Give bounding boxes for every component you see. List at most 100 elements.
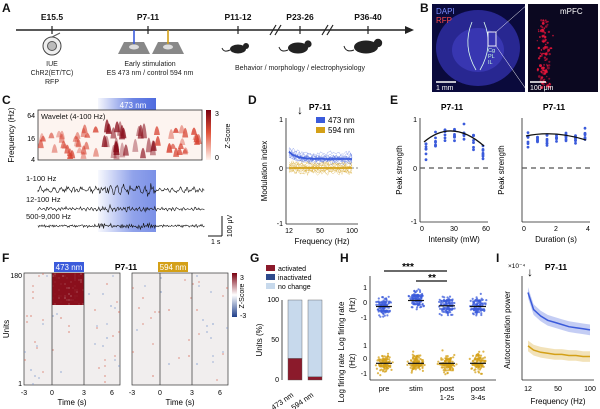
peak-ylabel: Peak strength — [395, 145, 404, 194]
autocorr-arrow-icon: ↓ — [527, 265, 533, 279]
mouse-icon — [343, 38, 383, 54]
peak-right-point — [574, 141, 577, 145]
raster-cell — [76, 295, 78, 297]
raster-cell — [36, 345, 38, 347]
raster-cell — [68, 293, 70, 295]
raster-cell — [202, 319, 204, 321]
raster-cell — [60, 281, 62, 283]
raster-cell — [30, 315, 32, 317]
rfp-cell — [540, 66, 544, 70]
panel-letter-g: G — [250, 251, 259, 265]
peak-left-xlabel: Intensity (mW) — [428, 235, 480, 244]
raster-cell — [58, 295, 60, 297]
raster-cell — [52, 299, 54, 301]
rfp-cell — [544, 59, 547, 61]
firing-point — [417, 356, 420, 359]
firing-point — [386, 364, 389, 367]
raster-cell — [94, 343, 96, 345]
firing-point — [448, 367, 452, 370]
raster-cell — [138, 307, 140, 309]
raster-cell — [114, 307, 116, 309]
raster-cell — [82, 297, 84, 299]
raster-cell — [58, 297, 60, 299]
peak-left-point — [453, 139, 456, 143]
raster-cell — [74, 281, 76, 283]
firing-point — [475, 310, 479, 313]
firing-point — [438, 298, 441, 301]
raster-cell — [58, 287, 60, 289]
firing-point — [415, 289, 418, 292]
raster-cell — [66, 277, 68, 279]
raster-cell — [110, 305, 112, 307]
raster-cell — [66, 281, 68, 283]
raster-cell — [52, 291, 54, 293]
raster-cell — [76, 281, 78, 283]
stage-p23-label: P23-26 — [286, 12, 314, 22]
firing-point — [471, 312, 475, 315]
wavelet-blob — [150, 140, 157, 151]
raster-cells — [24, 273, 228, 385]
firing-point — [406, 360, 409, 363]
rfp-cell — [542, 29, 545, 31]
firing-point — [437, 360, 440, 363]
raster-cell — [82, 277, 84, 279]
wavelet-ytick-4: 4 — [31, 157, 35, 164]
raster-cell — [54, 291, 56, 293]
wavelet-blob — [192, 134, 199, 140]
raster-cell — [64, 285, 66, 287]
raster-cell — [216, 379, 218, 381]
raster-cell — [56, 297, 58, 299]
scale-voltage-label: 100 μV — [227, 215, 234, 238]
raster-cell — [72, 287, 74, 289]
firing-point — [385, 310, 389, 313]
rfp-cell — [537, 57, 541, 60]
raster-cell — [54, 275, 56, 277]
firing-point — [451, 360, 454, 363]
raster-cell — [54, 285, 56, 287]
raster-cell — [56, 283, 58, 285]
raster-cell — [66, 299, 68, 301]
raster-cell — [68, 279, 70, 281]
early-stim-label: Early stimulation — [124, 61, 175, 68]
raster-cell — [70, 299, 72, 301]
embryo-icon — [42, 32, 62, 56]
raster-cell — [62, 295, 64, 297]
panel-letter-d: D — [248, 93, 257, 107]
rfp-label: RFP — [45, 79, 59, 86]
firing-point — [421, 366, 424, 370]
firing-point — [441, 301, 444, 304]
es-label: ES 473 nm / control 594 nm — [107, 70, 194, 77]
raster-cell — [66, 287, 68, 289]
firing-point — [376, 359, 379, 362]
peak-left-point — [434, 144, 437, 148]
raster-cell — [70, 281, 72, 283]
firing-point — [386, 314, 389, 317]
raster-cell — [70, 285, 72, 287]
rfp-cell — [547, 51, 549, 53]
firing-point — [386, 355, 389, 358]
firing-point — [451, 307, 454, 310]
raster-cell — [96, 327, 98, 329]
raster-cell — [62, 285, 64, 287]
raster-cell — [62, 277, 64, 279]
peak-left-point — [472, 145, 475, 149]
rfp-cell — [540, 19, 543, 22]
autocorr-line-473nm — [527, 292, 591, 331]
raster-cell — [98, 367, 100, 369]
raster-cell — [118, 331, 120, 333]
raster-cell — [52, 277, 54, 279]
firing-point — [387, 361, 390, 364]
firing-point — [382, 315, 385, 318]
scale-1mm-label: 1 mm — [436, 85, 454, 92]
wavelet-heatmap — [37, 119, 202, 160]
firing-point — [418, 303, 421, 306]
raster-cell — [74, 283, 76, 285]
mod-ylabel: Modulation index — [260, 141, 269, 201]
mod-arrow-icon: ↓ — [297, 103, 303, 117]
firing-point — [416, 363, 419, 366]
raster-cell — [72, 293, 74, 295]
raster-cell — [56, 299, 58, 301]
trace-label-500-9000: 500-9,000 Hz — [26, 212, 71, 221]
firing-point — [449, 358, 452, 361]
raster-cell — [82, 303, 84, 305]
